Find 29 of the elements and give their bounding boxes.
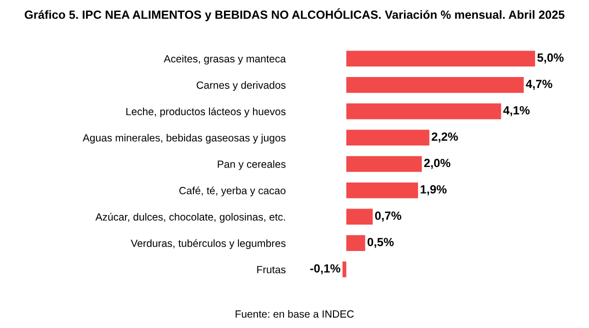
y-tick-label: Aguas minerales, bebidas gaseosas y jugos (82, 134, 286, 144)
bar (346, 182, 418, 198)
data-label: 0,5% (368, 238, 394, 248)
bar (346, 103, 502, 120)
y-tick-label: Café, té, yerba y cacao (179, 186, 286, 196)
bar (346, 208, 373, 225)
y-tick-label: Frutas (257, 266, 286, 274)
y-tick-label: Aceites, grasas y manteca (164, 54, 286, 65)
bar (342, 262, 346, 278)
bar (346, 50, 536, 66)
bar (346, 130, 430, 146)
bar (346, 156, 422, 172)
bar (346, 235, 366, 251)
data-label: 0,7% (375, 212, 402, 222)
data-label: 1,9% (420, 185, 447, 196)
data-label: 4,1% (503, 106, 530, 116)
y-tick-label: Carnes y derivados (196, 81, 286, 91)
data-label: 2,0% (424, 158, 450, 169)
data-label: -0,1% (310, 264, 340, 274)
y-tick-label: Leche, productos lácteos y huevos (126, 107, 286, 118)
source-note: Fuente: en base a INDEC (236, 310, 354, 318)
data-label: 2,2% (432, 132, 458, 143)
y-tick-label: Azúcar, dulces, chocolate, golosinas, etc. (95, 212, 285, 223)
y-tick-label: Verduras, tubérculos y legumbres (130, 239, 286, 250)
data-label: 5,0% (537, 53, 564, 64)
y-tick-label: Pan y cereales (218, 160, 286, 170)
bar (346, 77, 524, 93)
chart-title: Gráfico 5. IPC NEA ALIMENTOS y BEBIDAS NO ALCOHÓLICAS. Variación % mensual. Abril 2025 (24, 8, 564, 22)
data-label: 4,7% (526, 80, 552, 90)
